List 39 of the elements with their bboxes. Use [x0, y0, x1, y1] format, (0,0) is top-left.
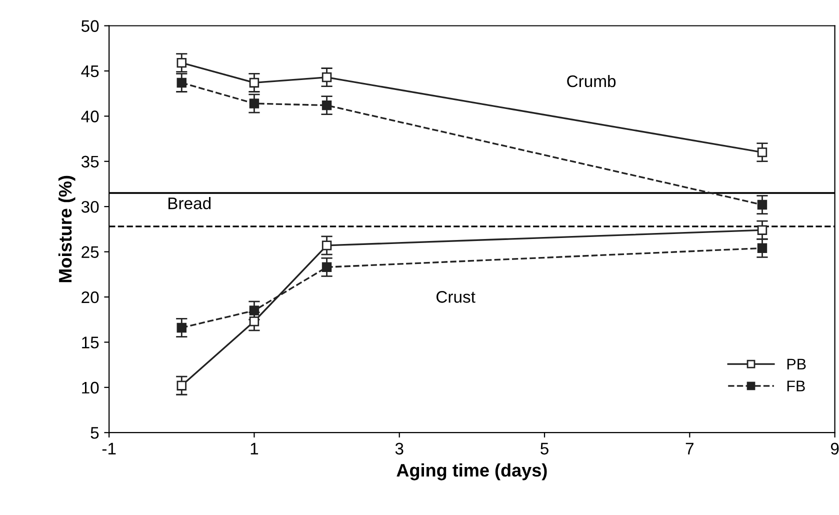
- y-tick-label: 45: [81, 66, 99, 78]
- point: [757, 200, 768, 210]
- annotation: Crust: [436, 291, 476, 303]
- point: [322, 72, 332, 82]
- point: [249, 316, 260, 326]
- legend-label: PB: [787, 358, 806, 370]
- point: [176, 380, 187, 390]
- annotation: Bread: [168, 196, 211, 210]
- point: [249, 78, 260, 88]
- y-tick-label: 10: [82, 382, 99, 394]
- y-tick-label: 35: [81, 156, 99, 168]
- point: [322, 262, 332, 272]
- y-tick-label: 30: [81, 200, 99, 213]
- x-tick-label: 1: [250, 442, 258, 454]
- y-tick-label: 15: [82, 336, 99, 348]
- point: [176, 78, 187, 88]
- x-tick-label: 3: [395, 442, 404, 455]
- point: [322, 100, 332, 110]
- x-tick-label: 5: [540, 442, 548, 455]
- point: [249, 306, 260, 316]
- point: [322, 240, 332, 250]
- x-tick-label: 9: [830, 442, 839, 455]
- point: [757, 147, 768, 158]
- point: [757, 225, 768, 235]
- point: [249, 98, 260, 108]
- y-tick-label: 40: [81, 110, 99, 122]
- y-tick-label: 25: [82, 246, 99, 258]
- point: [176, 58, 187, 68]
- y-tick-label: 5: [90, 427, 99, 439]
- y-axis-title: Moisture (%): [58, 176, 76, 282]
- y-tick-label: 50: [81, 20, 99, 32]
- point: [757, 243, 768, 254]
- x-tick-label: 7: [686, 442, 694, 454]
- x-axis-title: Aging time (days): [396, 463, 547, 480]
- annotation: Crumb: [567, 74, 616, 88]
- x-tick-label: -1: [102, 442, 116, 454]
- legend-label: FB: [787, 380, 805, 392]
- y-tick-label: 20: [82, 291, 99, 304]
- point: [176, 322, 187, 333]
